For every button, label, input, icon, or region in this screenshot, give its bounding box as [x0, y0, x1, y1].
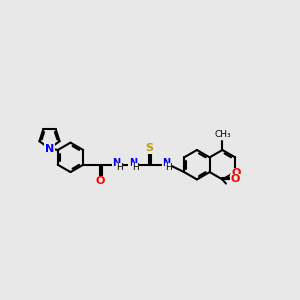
Text: O: O — [96, 176, 105, 186]
Text: N: N — [162, 158, 170, 168]
Text: O: O — [232, 168, 241, 178]
Text: H: H — [132, 163, 139, 172]
Text: H: H — [116, 163, 123, 172]
Text: O: O — [231, 174, 240, 184]
Text: H: H — [166, 163, 172, 172]
Text: N: N — [45, 143, 54, 154]
Text: N: N — [129, 158, 137, 168]
Text: CH₃: CH₃ — [214, 130, 231, 139]
Text: S: S — [145, 143, 153, 153]
Text: N: N — [112, 158, 121, 168]
